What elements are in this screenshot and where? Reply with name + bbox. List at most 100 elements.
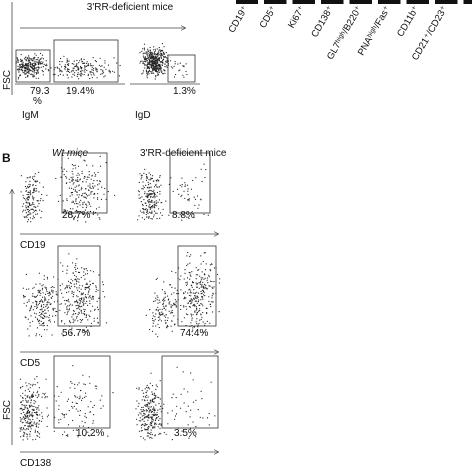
dot bbox=[70, 176, 72, 178]
column-title: 3'RR-deficient mice bbox=[140, 148, 227, 159]
dot bbox=[21, 65, 24, 67]
gate-label: 28.7% bbox=[62, 210, 90, 221]
dot bbox=[156, 417, 158, 419]
dot bbox=[82, 425, 84, 427]
dot bbox=[26, 63, 28, 65]
dot bbox=[19, 417, 21, 419]
dot bbox=[34, 378, 36, 380]
dot bbox=[97, 214, 99, 216]
dot bbox=[145, 211, 148, 213]
dot bbox=[76, 402, 78, 405]
dot bbox=[61, 283, 64, 285]
dot bbox=[159, 54, 161, 56]
dot bbox=[34, 431, 37, 433]
dot bbox=[159, 314, 161, 316]
dot bbox=[151, 178, 153, 180]
dot bbox=[142, 409, 144, 411]
dot bbox=[155, 423, 157, 425]
dot bbox=[60, 418, 62, 420]
dot bbox=[27, 208, 29, 211]
dot bbox=[95, 61, 97, 63]
dot bbox=[153, 398, 155, 400]
dot bbox=[72, 365, 74, 367]
dot bbox=[26, 412, 28, 414]
dot bbox=[160, 313, 162, 316]
dot bbox=[21, 404, 23, 406]
dot bbox=[154, 408, 156, 410]
marker-gap bbox=[286, 0, 293, 4]
dot bbox=[138, 430, 141, 432]
dot bbox=[179, 69, 181, 71]
dot bbox=[41, 308, 43, 310]
dot bbox=[89, 284, 91, 286]
dot bbox=[59, 309, 61, 311]
dot bbox=[153, 214, 155, 216]
dot bbox=[38, 66, 40, 69]
dot bbox=[33, 72, 35, 74]
dot bbox=[144, 209, 146, 211]
dot bbox=[38, 314, 40, 317]
dot bbox=[153, 392, 155, 394]
dot bbox=[31, 320, 34, 322]
dot bbox=[27, 177, 29, 179]
dot bbox=[39, 61, 41, 64]
dot bbox=[187, 190, 189, 192]
dot bbox=[16, 61, 18, 63]
dot bbox=[34, 306, 36, 308]
dot bbox=[152, 67, 154, 69]
dot bbox=[152, 68, 154, 70]
dot bbox=[32, 212, 34, 214]
dot bbox=[66, 58, 68, 60]
dot bbox=[46, 304, 49, 306]
dot bbox=[201, 289, 203, 291]
dot bbox=[99, 218, 101, 220]
dot bbox=[80, 321, 82, 323]
dot bbox=[71, 405, 73, 408]
dot bbox=[79, 318, 81, 321]
dot bbox=[153, 69, 155, 71]
dot bbox=[33, 57, 35, 60]
dot bbox=[29, 433, 31, 435]
x-axis-label: CD138 bbox=[20, 458, 52, 469]
dot bbox=[85, 395, 87, 397]
dot bbox=[196, 323, 198, 325]
dot bbox=[72, 280, 74, 282]
dot bbox=[36, 180, 38, 182]
dot bbox=[152, 419, 155, 421]
dot bbox=[71, 63, 73, 65]
dot bbox=[55, 177, 57, 180]
dot bbox=[96, 317, 99, 319]
dot bbox=[156, 53, 158, 55]
dot bbox=[74, 164, 76, 166]
dot bbox=[71, 76, 73, 78]
dot bbox=[95, 288, 97, 290]
dot bbox=[42, 284, 44, 286]
dot bbox=[33, 75, 35, 77]
dot bbox=[183, 190, 185, 192]
dot bbox=[90, 187, 92, 189]
dot bbox=[147, 63, 149, 65]
dot bbox=[20, 436, 22, 438]
dot bbox=[190, 409, 192, 411]
dot bbox=[37, 72, 39, 74]
dot bbox=[192, 179, 194, 182]
dot bbox=[196, 286, 198, 288]
dot bbox=[148, 194, 151, 196]
dot bbox=[33, 70, 36, 72]
dot bbox=[155, 419, 157, 421]
dot bbox=[79, 201, 81, 203]
dot bbox=[26, 401, 28, 403]
dot bbox=[195, 321, 197, 323]
dot bbox=[159, 176, 161, 178]
dot bbox=[162, 53, 164, 55]
dot bbox=[201, 398, 203, 400]
dot bbox=[46, 290, 48, 293]
dot bbox=[91, 77, 93, 79]
dot bbox=[28, 72, 30, 74]
dot bbox=[62, 200, 64, 202]
dot bbox=[53, 276, 55, 278]
dot bbox=[68, 410, 70, 412]
dot bbox=[141, 196, 143, 198]
dot bbox=[96, 385, 98, 387]
dot bbox=[73, 70, 75, 72]
